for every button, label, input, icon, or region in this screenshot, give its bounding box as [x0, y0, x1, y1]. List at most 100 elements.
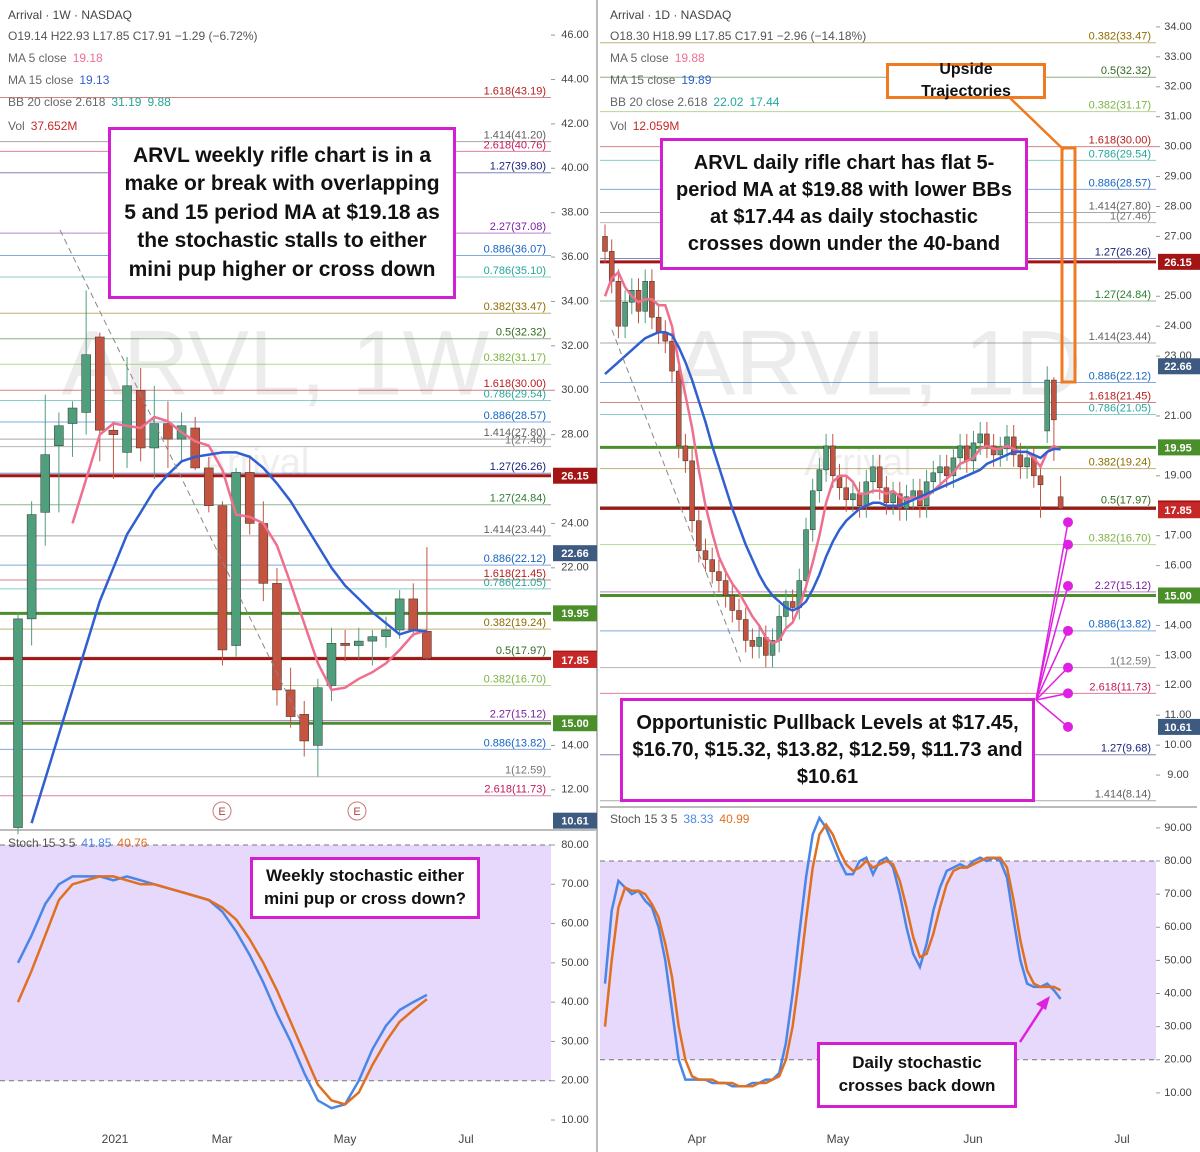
price-badge [553, 605, 597, 622]
y-tick-label: 14.00 [561, 739, 589, 751]
y-tick-label: 33.00 [1164, 51, 1192, 63]
legend-value: 9.88 [147, 95, 171, 109]
legend-value: 37.652M [31, 119, 78, 133]
y-tick-label: 60.00 [1164, 921, 1192, 933]
candle-body [1017, 454, 1024, 468]
candle-body [850, 493, 856, 501]
candle-body [81, 354, 91, 413]
price-badge-label: 26.15 [1164, 257, 1192, 269]
fib-label: 0.382(16.70) [484, 673, 546, 685]
price-badge-label: 19.95 [561, 608, 589, 620]
fib-label: 0.786(29.54) [484, 388, 546, 400]
price-badge [1158, 587, 1200, 604]
pullback-connector [1035, 585, 1069, 701]
candle-body [190, 427, 200, 469]
candle-body [1004, 436, 1010, 450]
candle-body [54, 425, 64, 446]
candle-body [957, 445, 963, 459]
candle-body [1010, 436, 1017, 456]
legend-name: MA 15 close [610, 73, 676, 87]
pullback-connector [1035, 667, 1069, 701]
candle-body [675, 370, 682, 447]
candle-body [122, 385, 132, 453]
candle-body [964, 445, 970, 462]
y-tick-label: 34.00 [1164, 21, 1192, 33]
stoch-value: 41.85 [81, 836, 111, 850]
candle-body [163, 423, 173, 440]
candle-body [843, 487, 849, 501]
event-marker [347, 801, 367, 821]
price-badge [1158, 502, 1200, 519]
y-tick-label: 50.00 [561, 957, 589, 969]
candle-body [716, 571, 722, 581]
candle-body [149, 423, 160, 449]
fib-label: 0.5(17.97) [496, 645, 546, 657]
legend-name: MA 5 close [610, 51, 669, 65]
price-badge-label: 10.61 [561, 816, 589, 828]
y-tick-label: 32.00 [1164, 81, 1192, 93]
fib-label: 0.382(33.47) [1089, 31, 1151, 43]
candle-body [876, 466, 883, 489]
ma-line [30, 451, 428, 824]
candle-body [422, 631, 432, 659]
stoch-line [16, 875, 428, 1106]
fib-label: 1.27(24.84) [490, 493, 546, 505]
fib-label: 0.5(32.32) [496, 327, 546, 339]
candle-body [702, 550, 709, 560]
fib-label: 0.786(29.54) [1089, 148, 1151, 160]
candle-body [13, 618, 23, 828]
fib-label: 0.886(28.57) [484, 410, 546, 422]
legend-name: BB 20 close 2.618 [610, 95, 708, 109]
candle-body [408, 598, 419, 631]
legend-value: 17.44 [749, 95, 779, 109]
candle-body [930, 472, 937, 483]
candle-body [736, 610, 742, 620]
fib-label: 0.382(16.70) [1089, 533, 1151, 545]
y-tick-label: 70.00 [1164, 888, 1192, 900]
legend-value: 19.88 [675, 51, 705, 65]
y-tick-label: 20.00 [561, 1075, 589, 1087]
y-tick-label: 10.00 [1164, 739, 1192, 751]
candle-body [1057, 496, 1064, 509]
y-tick-label: 31.00 [1164, 111, 1192, 123]
fib-label: 2.618(11.73) [1089, 681, 1151, 693]
overlay-layer: 26.1522.6619.9517.9117.8515.0010.61Arriv… [8, 8, 1200, 850]
candle-body [890, 493, 896, 504]
y-tick-label: 19.00 [1164, 470, 1192, 482]
price-badge-label: 17.85 [1164, 505, 1192, 517]
price-badge-label: 17.85 [561, 655, 589, 667]
y-tick-label: 10.00 [1164, 1087, 1192, 1099]
upside-box [1060, 146, 1077, 384]
fib-label: 0.786(21.05) [484, 577, 546, 589]
candle-body [809, 490, 816, 530]
candle-body [943, 466, 950, 477]
x-tick-label: Apr [688, 1132, 707, 1146]
fib-label: 0.382(31.17) [484, 352, 546, 364]
candle-body [984, 433, 990, 447]
pullback-connector [1035, 692, 1069, 701]
candle-body [742, 619, 749, 641]
fib-label: 0.886(28.57) [1089, 177, 1151, 189]
fib-label: 2.27(15.12) [1095, 580, 1151, 592]
stoch-line [16, 875, 428, 1110]
y-tick-label: 28.00 [561, 429, 589, 441]
weekly-annotation: ARVL weekly rifle chart is in a make or … [108, 127, 456, 299]
stoch-value: 40.99 [719, 812, 749, 826]
candle-body [615, 281, 622, 327]
fib-label: 0.5(17.97) [1101, 495, 1151, 507]
fib-label: 0.886(13.82) [484, 737, 546, 749]
legend-value: 19.89 [681, 73, 711, 87]
candle-body [244, 472, 255, 524]
price-badge [1158, 439, 1200, 456]
candle-body [970, 442, 977, 462]
candle-body [729, 595, 736, 611]
event-marker [212, 801, 232, 821]
price-badge-label: 19.95 [1164, 442, 1192, 454]
candle-body [990, 445, 997, 456]
candle-body [381, 629, 391, 637]
y-tick-label: 46.00 [561, 29, 589, 41]
x-tick-label: May [334, 1132, 357, 1146]
candle-body [217, 505, 228, 651]
fib-label: 0.886(22.12) [484, 553, 546, 565]
header-ohlc: O18.30 H18.99 L17.85 C17.91 −2.96 (−14.1… [610, 29, 866, 43]
